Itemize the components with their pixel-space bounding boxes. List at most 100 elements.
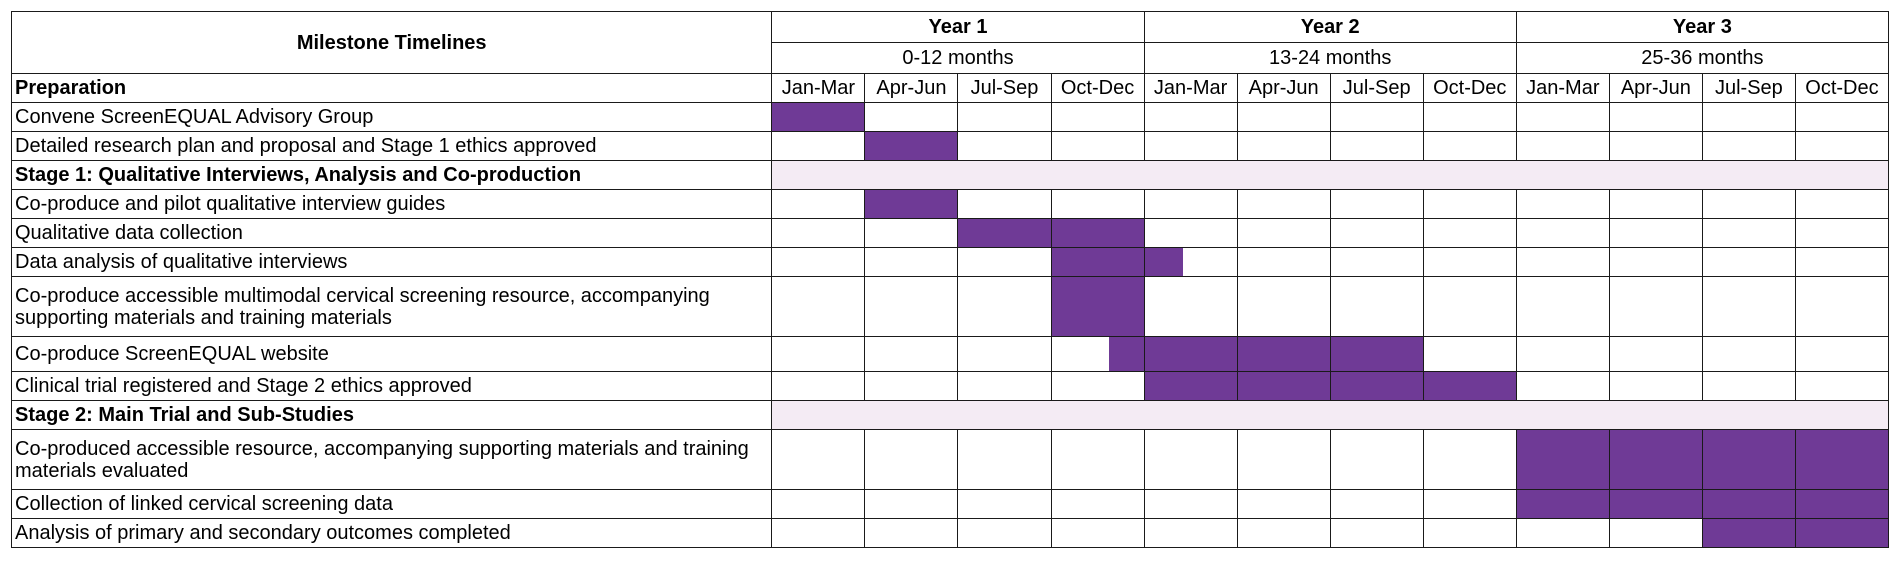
stage-row: Stage 2: Main Trial and Sub-Studies [10,400,1889,430]
timeline-cell [771,102,866,132]
timeline-cell [864,276,959,337]
timeline-cell [957,518,1052,548]
task-label: Co-produced accessible resource, accompa… [10,429,773,490]
timeline-cell [864,218,959,248]
timeline-cell [1515,189,1610,219]
timeline-cell [1515,218,1610,248]
timeline-cell [1608,247,1703,277]
timeline-cell [1050,102,1145,132]
gantt-bar-segment [1703,519,1795,547]
quarter-header: Jul-Sep [1701,73,1796,103]
gantt-bar-segment [1517,490,1609,518]
task-label: Detailed research plan and proposal and … [10,131,773,161]
timeline-cell [864,429,959,490]
timeline-cell [1794,518,1890,548]
timeline-cell [1422,371,1517,401]
gantt-bar-segment [1703,490,1795,518]
timeline-cell [1236,218,1331,248]
timeline-cell [1050,371,1145,401]
task-label: Clinical trial registered and Stage 2 et… [10,371,773,401]
timeline-cell [864,371,959,401]
gantt-bar-segment [1238,372,1330,400]
timeline-cell [864,247,959,277]
year-header-row: Milestone Timelines Year 1 Year 2 Year 3 [10,11,1890,74]
gantt-bar-segment [865,190,957,218]
year-1-range: 0-12 months [771,42,1145,74]
year-2-header: Year 2 [1143,11,1517,43]
gantt-bar-segment [1052,277,1144,336]
task-label: Qualitative data collection [10,218,773,248]
quarter-header: Jul-Sep [957,73,1052,103]
timeline-cell [1701,276,1796,337]
timeline-cell [1236,131,1331,161]
timeline-cell [771,189,866,219]
timeline-cell [1701,247,1796,277]
timeline-cell [1701,429,1796,490]
timeline-cell [1329,247,1424,277]
year-1-header: Year 1 [771,11,1145,43]
task-row: Convene ScreenEQUAL Advisory Group [10,102,1890,132]
gantt-bar-segment [1796,519,1888,547]
timeline-cell [1236,189,1331,219]
timeline-cell [957,218,1052,248]
timeline-cell [1701,518,1796,548]
year-3-range: 25-36 months [1515,42,1890,74]
timeline-cell [1050,218,1145,248]
timeline-cell [1794,218,1890,248]
timeline-cell [1143,247,1238,277]
timeline-cell [1236,371,1331,401]
quarter-header: Jan-Mar [771,73,866,103]
stage-title: Stage 1: Qualitative Interviews, Analysi… [10,160,773,190]
timeline-cell [864,518,959,548]
timeline-cell [864,489,959,519]
timeline-cell [1329,131,1424,161]
gantt-bar-segment [1145,372,1237,400]
timeline-cell [771,489,866,519]
task-row: Clinical trial registered and Stage 2 et… [10,371,1890,401]
task-row: Data analysis of qualitative interviews [10,247,1890,277]
timeline-cell [864,336,959,372]
task-label: Collection of linked cervical screening … [10,489,773,519]
gantt-bar-segment [1052,219,1144,247]
task-label: Co-produce ScreenEQUAL website [10,336,773,372]
timeline-cell [1050,429,1145,490]
timeline-cell [1422,336,1517,372]
task-row: Qualitative data collection [10,218,1890,248]
timeline-cell [957,371,1052,401]
timeline-cell [1422,247,1517,277]
timeline-cell [1050,189,1145,219]
timeline-cell [864,131,959,161]
timeline-cell [957,102,1052,132]
timeline-cell [771,131,866,161]
timeline-cell [1236,489,1331,519]
timeline-cell [1050,336,1145,372]
task-row: Analysis of primary and secondary outcom… [10,518,1890,548]
gantt-bar-segment [1703,430,1795,489]
timeline-cell [1143,102,1238,132]
timeline-cell [1515,371,1610,401]
timeline-cell [1608,371,1703,401]
timeline-cell [1143,336,1238,372]
task-label: Co-produce and pilot qualitative intervi… [10,189,773,219]
milestone-timeline-table: Milestone Timelines Year 1 Year 2 Year 3… [10,11,1890,548]
timeline-cell [1608,489,1703,519]
timeline-cell [1329,518,1424,548]
timeline-cell [1422,218,1517,248]
task-label: Data analysis of qualitative interviews [10,247,773,277]
timeline-cell [864,189,959,219]
timeline-cell [1329,218,1424,248]
timeline-cell [771,276,866,337]
timeline-cell [1515,276,1610,337]
timeline-cell [957,336,1052,372]
timeline-cell [1608,131,1703,161]
stage-title: Stage 2: Main Trial and Sub-Studies [10,400,773,430]
task-row: Co-produce accessible multimodal cervica… [10,276,1890,337]
timeline-cell [1608,429,1703,490]
timeline-cell [957,276,1052,337]
milestone-timelines-header: Milestone Timelines [10,11,773,74]
timeline-cell [1236,102,1331,132]
timeline-cell [771,218,866,248]
timeline-cell [1236,336,1331,372]
year-2-range: 13-24 months [1143,42,1517,74]
timeline-cell [957,247,1052,277]
